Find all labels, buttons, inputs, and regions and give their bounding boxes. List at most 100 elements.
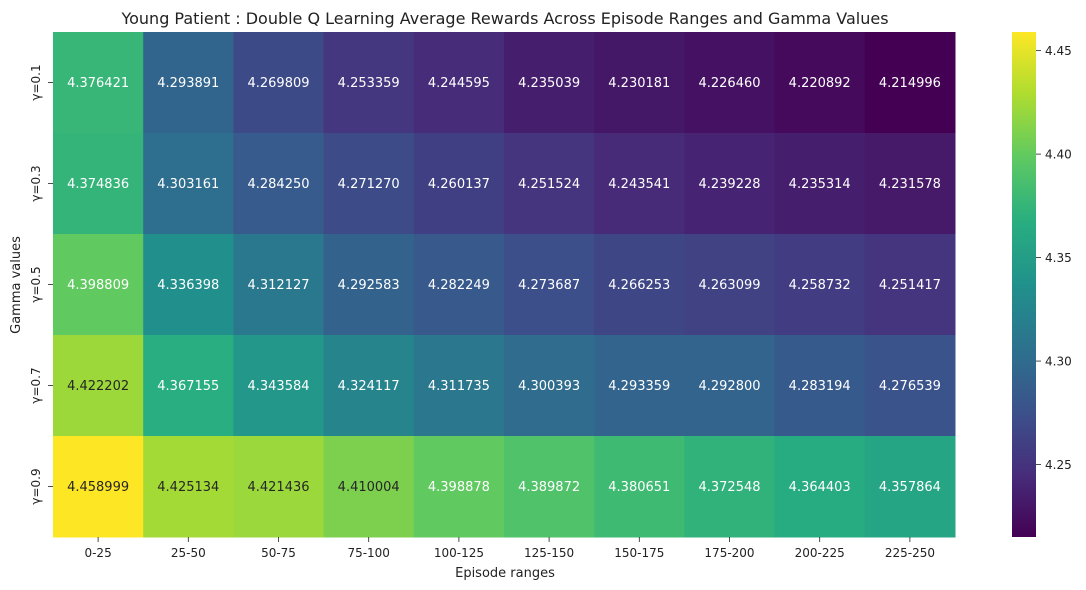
heatmap-cell [53, 133, 144, 235]
heatmap-cell [684, 335, 776, 437]
cell-value-label: 4.421436 [247, 480, 309, 495]
cell-value-label: 4.293359 [608, 379, 670, 394]
cell-value-label: 4.230181 [608, 76, 670, 91]
heatmap-cell [684, 234, 776, 336]
heatmap-cell [594, 335, 685, 437]
heatmap-cell [413, 133, 505, 235]
y-axis-ticks: γ=0.1 γ=0.3 γ=0.5 γ=0.7 γ=0.9 [29, 64, 53, 505]
cell-value-label: 4.376421 [67, 76, 129, 91]
colorbar-tick-label: 4.35 [1045, 251, 1072, 265]
cell-value-label: 4.311735 [428, 379, 490, 394]
cell-value-label: 4.303161 [157, 177, 219, 192]
y-tick-label: γ=0.3 [29, 165, 43, 201]
cell-value-label: 4.425134 [157, 480, 219, 495]
colorbar-tick-label: 4.40 [1045, 148, 1072, 162]
heatmap-cell [143, 436, 234, 538]
chart-title: Young Patient : Double Q Learning Averag… [120, 9, 888, 28]
x-tick-label: 50-75 [261, 546, 296, 560]
y-tick-label: γ=0.7 [29, 367, 43, 403]
cell-value-label: 4.312127 [247, 278, 309, 293]
heatmap-cell [864, 234, 956, 336]
x-axis-ticks: 0-25 25-50 50-75 75-100 100-125 125-150 150-17… [84, 537, 935, 560]
cell-value-label: 4.300393 [518, 379, 580, 394]
heatmap-cell [323, 32, 415, 134]
cell-value-label: 4.343584 [247, 379, 309, 394]
x-tick-label: 75-100 [347, 546, 390, 560]
heatmap-cell [233, 335, 325, 437]
heatmap-cell [233, 234, 325, 336]
x-tick-label: 150-175 [614, 546, 664, 560]
cell-value-label: 4.374836 [67, 177, 129, 192]
cell-value-label: 4.284250 [247, 177, 309, 192]
cell-value-label: 4.269809 [247, 76, 309, 91]
heatmap-cell [53, 32, 144, 134]
heatmap-cell [774, 234, 866, 336]
heatmap-cell [864, 436, 956, 538]
heatmap-cell [504, 436, 595, 538]
cell-value-label: 4.357864 [879, 480, 941, 495]
heatmap-cell [774, 133, 866, 235]
cell-value-label: 4.372548 [698, 480, 760, 495]
heatmap-cell [233, 133, 325, 235]
y-axis-label: Gamma values [9, 236, 24, 334]
colorbar-tick-label: 4.30 [1045, 355, 1072, 369]
x-tick-label: 25-50 [171, 546, 206, 560]
heatmap-cells: 4.376421 4.293891 4.269809 4.253359 4.244595… [53, 32, 956, 538]
heatmap-cell [53, 335, 144, 437]
cell-value-label: 4.364403 [789, 480, 851, 495]
x-tick-label: 200-225 [795, 546, 845, 560]
heatmap-cell [323, 335, 415, 437]
colorbar-tick-label: 4.45 [1045, 44, 1072, 58]
cell-value-label: 4.276539 [879, 379, 941, 394]
y-tick-label: γ=0.1 [29, 64, 43, 100]
heatmap-cell [233, 32, 325, 134]
cell-value-label: 4.271270 [338, 177, 400, 192]
heatmap-cell [774, 436, 866, 538]
cell-value-label: 4.380651 [608, 480, 670, 495]
heatmap-cell [774, 335, 866, 437]
heatmap-cell [864, 32, 956, 134]
heatmap-cell [143, 335, 234, 437]
cell-value-label: 4.283194 [789, 379, 851, 394]
cell-value-label: 4.398878 [428, 480, 490, 495]
heatmap-cell [864, 335, 956, 437]
cell-value-label: 4.251417 [879, 278, 941, 293]
heatmap-cell [774, 32, 866, 134]
cell-value-label: 4.251524 [518, 177, 580, 192]
cell-value-label: 4.258732 [789, 278, 851, 293]
cell-value-label: 4.231578 [879, 177, 941, 192]
y-tick-label: γ=0.9 [29, 468, 43, 504]
heatmap-cell [594, 234, 685, 336]
heatmap-cell [53, 436, 144, 538]
cell-value-label: 4.244595 [428, 76, 490, 91]
heatmap-cell [413, 436, 505, 538]
colorbar [1012, 32, 1036, 537]
cell-value-label: 4.243541 [608, 177, 670, 192]
heatmap-cell [684, 32, 776, 134]
heatmap-cell [323, 133, 415, 235]
cell-value-label: 4.389872 [518, 480, 580, 495]
heatmap-cell [504, 133, 595, 235]
y-tick-label: γ=0.5 [29, 266, 43, 302]
cell-value-label: 4.253359 [338, 76, 400, 91]
heatmap-cell [143, 32, 234, 134]
heatmap-cell [504, 234, 595, 336]
heatmap-cell [594, 436, 685, 538]
x-tick-label: 125-150 [524, 546, 574, 560]
heatmap-cell [323, 436, 415, 538]
cell-value-label: 4.235039 [518, 76, 580, 91]
heatmap-cell [143, 133, 234, 235]
x-tick-label: 225-250 [885, 546, 935, 560]
cell-value-label: 4.266253 [608, 278, 670, 293]
cell-value-label: 4.458999 [67, 480, 129, 495]
heatmap-cell [53, 234, 144, 336]
heatmap-cell [143, 234, 234, 336]
heatmap-cell [864, 133, 956, 235]
cell-value-label: 4.235314 [789, 177, 851, 192]
heatmap-cell [684, 436, 776, 538]
cell-value-label: 4.260137 [428, 177, 490, 192]
cell-value-label: 4.293891 [157, 76, 219, 91]
cell-value-label: 4.239228 [698, 177, 760, 192]
heatmap-cell [594, 133, 685, 235]
